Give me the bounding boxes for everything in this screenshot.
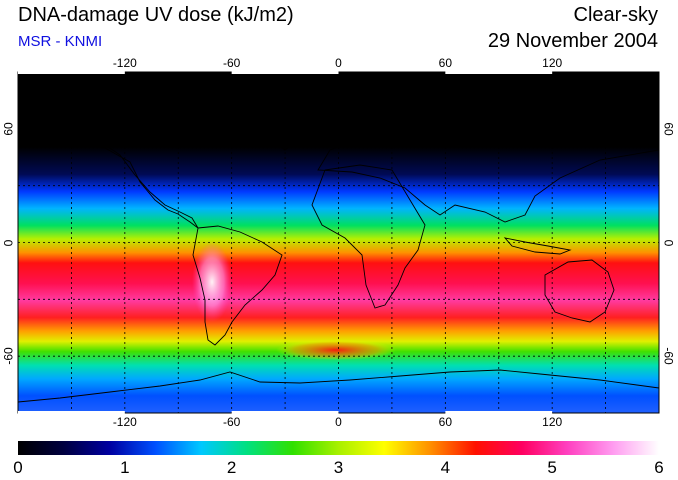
greenland-coast [261,104,313,151]
longitude-label: 60 [438,56,453,70]
longitude-label: 60 [438,415,453,429]
longitude-label: -60 [222,56,241,70]
australia-coast [544,259,615,323]
antarctica-coast [18,369,659,403]
colorbar [18,441,659,455]
latitude-label: 60 [661,122,676,136]
colorbar-tick-label: 4 [440,458,451,477]
frame-tick-bar [445,411,553,414]
longitude-label: 0 [335,56,342,70]
colorbar-tick-label: 1 [120,458,130,477]
eurasia-coast [317,119,659,223]
longitude-label: -60 [222,415,241,429]
colorbar-tick-label: 2 [226,458,237,477]
longitude-label: 0 [335,415,342,429]
latitude-label: -60 [661,347,676,365]
longitude-label: -120 [112,415,137,429]
source-label: MSR - KNMI [18,33,103,50]
latitude-label: 0 [661,239,676,246]
colorbar-tick-label: 5 [547,458,557,477]
latitude-label: -60 [1,347,16,365]
graticule [18,72,659,413]
colorbar-tick-label: 6 [654,458,664,477]
frame-tick-bar [445,71,553,74]
andes-high-dose [192,242,232,322]
antarctic-ozone-anomaly [276,340,396,360]
latitude-label: 60 [1,122,16,136]
longitude-label: 120 [542,56,563,70]
frame-tick-bar [18,411,125,414]
africa-coast [311,164,426,309]
frame-tick-bar [231,411,339,414]
colorbar-tick-label: 3 [333,458,344,477]
map-title: DNA-damage UV dose (kJ/m2) [18,4,294,26]
frame-tick-bar [231,71,339,74]
date-label: 29 November 2004 [487,30,658,52]
longitude-label: -120 [112,56,137,70]
frame-ticks [18,71,553,414]
longitude-label: 120 [542,415,563,429]
frame-tick-bar [18,71,125,74]
latitude-label: 0 [1,239,16,246]
sky-condition-label: Clear-sky [573,4,658,26]
colorbar-tick-label: 0 [13,458,23,477]
coastlines [18,104,659,403]
